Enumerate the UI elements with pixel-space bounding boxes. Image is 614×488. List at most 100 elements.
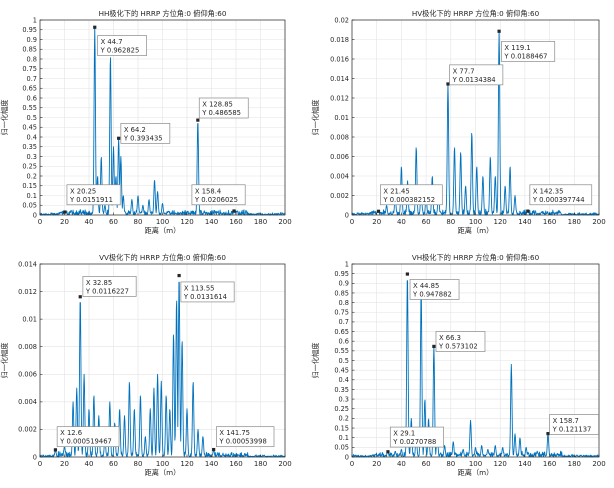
vh-x-tick-label: 160 [543,460,556,468]
hh-y-tick-label: 0.05 [22,202,37,210]
hv-y-tick-label: 0.02 [334,16,349,24]
vv-data-tip[interactable]: X 12.6Y 0.000519467 [53,426,120,452]
vh-y-tick-label: 0.65 [334,328,349,336]
hh-y-tick-label: 0.45 [22,124,37,132]
hh-data-tip-box [66,184,121,206]
vh-data-tip-marker [546,432,550,436]
hh-data-tip-marker [93,25,97,29]
hh-data-tip[interactable]: X 44.7Y 0.962825 [93,25,147,56]
vv-x-tick-label: 200 [278,460,291,468]
vh-data-tip[interactable]: X 158.7Y 0.121137 [546,414,599,436]
vh-y-tick-label: 0.5 [339,357,350,365]
hv-data-tip-y: Y 0.0134384 [452,76,496,84]
vh-x-tick-label: 60 [422,460,431,468]
vh-x-tick-label: 40 [397,460,406,468]
vh-y-tick-label: 0.7 [339,318,350,326]
hv-y-tick-label: 0.002 [330,192,349,200]
hh-y-tick-label: 0.85 [22,46,37,54]
vv-x-tick-label: 160 [229,460,242,468]
hh-data-tip[interactable]: X 128.85Y 0.486585 [196,97,249,122]
vh-y-tick-label: 0.9 [339,280,350,288]
hh-data-tip-marker [63,210,67,214]
hv-data-tip[interactable]: X 77.7Y 0.0134384 [446,64,504,86]
hh-y-tick-label: 0.95 [22,26,37,34]
vv-y-tick-label: 0.008 [18,343,37,351]
vh-y-axis-label: 归一化幅度 [311,343,320,379]
vv-data-tip[interactable]: X 113.55Y 0.0131614 [177,273,235,303]
vv-x-axis-label: 距离（m） [145,468,181,477]
vh-y-tick-label: 1 [345,260,349,268]
hv-data-tip-y: Y 0.000397744 [532,196,585,204]
hh-x-tick-label: 80 [134,218,143,226]
vh-x-tick-label: 200 [592,460,605,468]
hv-data-tip[interactable]: X 142.35Y 0.000397744 [526,184,593,213]
hh-data-tip-y: Y 0.962825 [100,47,140,55]
hh-y-tick-label: 0.55 [22,104,37,112]
vh-y-tick-label: 0.75 [334,309,349,317]
vv-data-tip-box [216,426,275,448]
vv-x-tick-label: 0 [38,460,42,468]
hh-x-tick-label: 0 [38,218,42,226]
vh-data-tip[interactable]: X 29.1Y 0.0270788 [386,426,444,454]
vh-y-tick-label: 0.05 [334,444,349,452]
hh-y-axis-label: 归一化幅度 [0,100,9,136]
vh-data-tip[interactable]: X 44.85Y 0.947882 [405,272,460,300]
hv-x-tick-label: 80 [446,218,455,226]
hv-chart: 0 20 40 60 80 100 120 140 160 180 200 0 0.002 0.004 0.… [311,9,606,235]
hh-data-tip-box [191,184,246,206]
hh-data-tip-y: Y 0.486585 [201,109,241,117]
vh-y-tick-label: 0.25 [334,405,349,413]
vv-data-tip[interactable]: X 32.85Y 0.0116227 [78,276,137,299]
hv-y-tick-label: 0.014 [330,75,349,83]
vh-data-tip-x: X 158.7 [553,417,579,425]
vh-y-tick-label: 0 [345,453,349,461]
hh-data-tip-marker [196,118,200,122]
hh-data-tip-marker [117,136,121,140]
vv-x-tick-label: 80 [134,460,143,468]
hv-data-tip-x: X 77.7 [453,67,475,75]
hh-data-tip-x: X 44.7 [101,38,123,46]
hh-chart: 0 20 40 60 80 100 120 140 160 180 200 00.05 0.1 0.15 0… [0,9,292,235]
vh-x-tick-label: 140 [518,460,531,468]
vh-data-tip-x: X 44.85 [413,282,439,290]
hv-x-tick-label: 20 [372,218,381,226]
vv-data-tip-marker [53,448,58,452]
vh-y-tick-label: 0.45 [334,366,349,374]
hv-x-tick-label: 60 [422,218,431,226]
hv-data-tip-marker [526,209,530,213]
hh-data-tip[interactable]: X 20.25Y 0.0151911 [63,184,121,214]
hv-x-tick-label: 180 [568,218,581,226]
vv-x-tick-label: 40 [85,460,94,468]
hv-data-tip[interactable]: X 119.1Y 0.0188467 [497,29,556,62]
hh-y-tick-label: 0.1 [27,192,38,200]
hh-y-tick-label: 1 [33,16,37,24]
vv-x-tick-label: 100 [156,460,169,468]
hv-x-tick-label: 140 [518,218,531,226]
hh-data-tip-x: X 158.4 [195,187,221,195]
hh-y-tick-label: 0.15 [22,182,37,190]
hv-y-tick-label: 0.012 [330,94,349,102]
vv-data-tip[interactable]: X 141.75Y 0.00053998 [212,426,275,452]
hv-data-tip-x: X 21.45 [383,187,409,195]
vh-data-tip[interactable]: X 66.3Y 0.573102 [432,331,486,352]
vv-y-tick-label: 0.014 [18,260,37,268]
hh-y-tick-label: 0.7 [27,75,38,83]
vv-data-tip-x: X 12.6 [60,429,82,437]
vv-y-tick-label: 0.002 [18,426,37,434]
vv-signal-line [39,281,285,458]
hh-data-tip[interactable]: X 158.4Y 0.0206025 [191,184,246,213]
vh-y-tick-label: 0.15 [334,424,349,432]
hv-data-tip-box [529,184,593,206]
hh-data-tip-y: Y 0.393435 [123,134,163,142]
hv-x-tick-label: 200 [592,218,605,226]
hh-data-tip-y: Y 0.0206025 [194,196,238,204]
hh-x-tick-label: 160 [229,218,242,226]
hv-y-tick-label: 0.006 [330,153,349,161]
vv-data-tip-box [180,281,235,303]
hh-data-tip[interactable]: X 64.2Y 0.393435 [117,122,171,144]
vv-chart-title: VV极化下的 HRRP 方位角:0 俯仰角:60 [99,253,226,262]
hh-y-tick-label: 0.2 [27,172,38,180]
hv-data-tip[interactable]: X 21.45Y 0.000382152 [376,184,443,213]
